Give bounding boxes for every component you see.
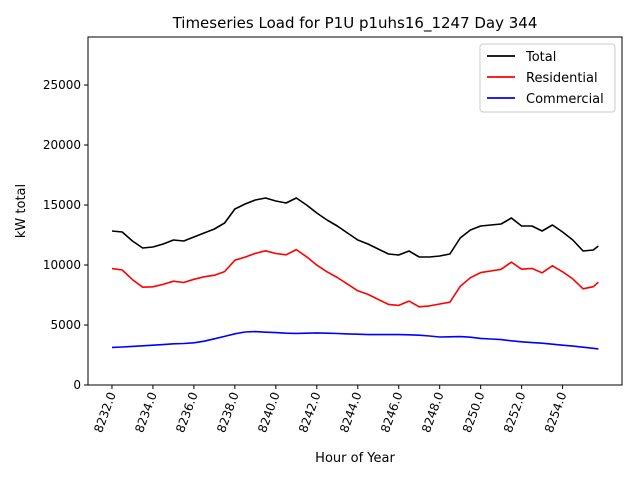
series-layer: [111, 197, 599, 350]
y-tick-label: 25000: [43, 78, 81, 92]
x-tick-label: 8254.0: [542, 390, 570, 434]
x-tick-label: 8250.0: [460, 390, 488, 434]
legend-label-total: Total: [525, 50, 556, 65]
legend-box: [479, 43, 616, 113]
plot-frame: [87, 36, 623, 386]
legend: Total Residential Commercial: [479, 43, 616, 113]
series-line-residential: [111, 248, 599, 308]
legend-label-commercial: Commercial: [526, 92, 604, 107]
y-axis: 0 5000 10000 15000 20000 25000: [43, 78, 88, 392]
series-line-total: [111, 197, 599, 258]
chart-title: Timeseries Load for P1U p1uhs16_1247 Day…: [172, 14, 538, 33]
x-tick-label: 8246.0: [378, 390, 406, 434]
x-tick-label: 8252.0: [501, 390, 529, 434]
x-axis: 8232.0 8234.0 8236.0 8238.0 8240.0 8242.0 8244…: [91, 385, 569, 434]
series-line-commercial: [111, 330, 599, 350]
y-axis-label: kW total: [14, 184, 29, 238]
x-tick-label: 8240.0: [255, 390, 283, 434]
y-tick-label: 20000: [43, 138, 81, 152]
y-tick-label: 10000: [43, 258, 81, 272]
x-tick-label: 8238.0: [214, 390, 242, 434]
y-tick-label: 5000: [50, 318, 81, 332]
x-tick-label: 8242.0: [296, 390, 324, 434]
y-tick-label: 0: [73, 378, 81, 392]
x-axis-label: Hour of Year: [315, 451, 395, 466]
x-tick-label: 8236.0: [173, 390, 201, 434]
y-tick-label: 15000: [43, 198, 81, 212]
x-tick-label: 8244.0: [337, 390, 365, 434]
x-tick-label: 8248.0: [419, 390, 447, 434]
x-tick-label: 8234.0: [132, 390, 160, 434]
x-tick-label: 8232.0: [91, 390, 119, 434]
legend-label-residential: Residential: [526, 71, 598, 86]
